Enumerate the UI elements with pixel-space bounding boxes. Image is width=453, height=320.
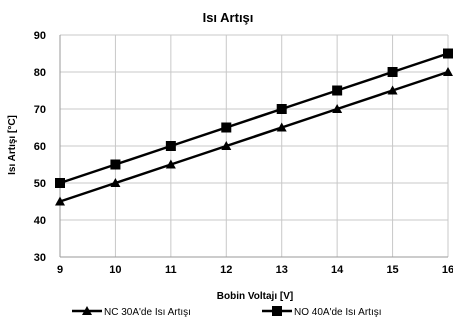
x-tick-label: 15	[386, 264, 398, 276]
x-axis-title: Bobin Voltajı [V]	[217, 291, 293, 302]
x-tick-label: 11	[165, 264, 177, 276]
series-2	[55, 48, 453, 188]
data-point-triangle	[110, 178, 121, 187]
y-tick-label: 30	[34, 252, 46, 264]
data-point-triangle	[443, 67, 453, 76]
data-point-square	[55, 178, 65, 188]
legend-label: NO 40A'de Isı Artışı	[294, 307, 382, 318]
chart-title: Isı Artışı	[203, 10, 254, 25]
x-tick-label: 9	[57, 264, 63, 276]
y-tick-label: 40	[34, 215, 46, 227]
x-tick-label: 12	[220, 264, 232, 276]
legend-marker-square	[272, 306, 282, 316]
legend-label: NC 30A'de Isı Artışı	[104, 307, 191, 318]
data-point-square	[443, 48, 453, 59]
y-tick-label: 60	[34, 141, 46, 153]
legend-item-1: NC 30A'de Isı Artışı	[72, 306, 191, 318]
data-point-triangle	[165, 159, 176, 169]
axes	[59, 35, 448, 258]
y-axis-title: Isı Artışı [°C]	[7, 115, 18, 175]
x-tick-labels: 9 10 11 12 13 14 15 16	[57, 264, 453, 276]
x-tick-label: 16	[442, 264, 453, 276]
legend: NC 30A'de Isı Artışı NO 40A'de Isı Artışı	[72, 306, 382, 318]
y-tick-label: 90	[34, 30, 46, 42]
x-tick-label: 14	[331, 264, 344, 276]
y-tick-labels: 30 40 50 60 70 80 90	[34, 30, 46, 264]
series-layer	[55, 48, 453, 206]
y-tick-label: 80	[34, 67, 46, 79]
series-line	[59, 70, 449, 203]
data-point-square	[387, 67, 398, 77]
x-tick-label: 10	[109, 264, 121, 276]
x-tick-label: 13	[276, 264, 288, 276]
data-point-square	[221, 122, 232, 133]
series-line	[59, 52, 449, 185]
y-tick-label: 50	[34, 178, 46, 190]
y-tick-label: 70	[34, 104, 46, 116]
data-point-triangle	[55, 196, 65, 206]
data-point-square	[165, 141, 176, 151]
data-point-square	[110, 159, 121, 170]
data-point-square	[332, 85, 343, 96]
grid	[59, 34, 449, 258]
data-point-square	[276, 104, 287, 114]
data-point-triangle	[387, 85, 398, 95]
data-point-triangle	[332, 104, 343, 113]
series-1	[55, 67, 453, 206]
data-point-triangle	[276, 122, 287, 132]
data-point-triangle	[221, 141, 232, 150]
legend-item-2: NO 40A'de Isı Artışı	[262, 306, 382, 318]
legend-marker-triangle	[82, 306, 92, 315]
